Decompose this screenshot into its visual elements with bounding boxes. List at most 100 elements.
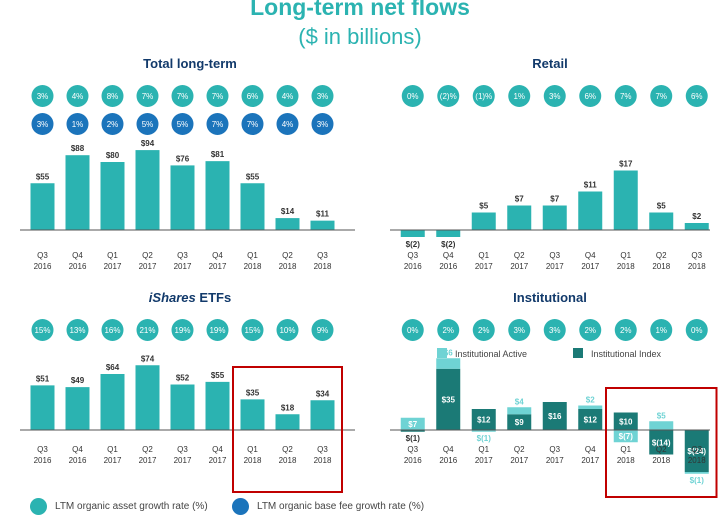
ishares-etfs-asset-bubble xyxy=(311,319,334,341)
retail-asset-bubble-label: (1)% xyxy=(475,92,492,101)
institutional-index-bar xyxy=(613,412,638,430)
institutional-index-bar-label: $9 xyxy=(515,418,524,427)
ishares-etfs-bar-label: $52 xyxy=(176,374,190,383)
ishares-etfs-asset-bubble-label: 10% xyxy=(279,326,295,335)
total-long-term-fee-bubble-label: 5% xyxy=(177,120,189,129)
ishares-etfs-bar-label: $34 xyxy=(316,389,330,398)
retail-x-tick-label: Q4 xyxy=(443,251,454,260)
institutional-index-bar xyxy=(684,430,709,472)
institutional-active-bar-label: $5 xyxy=(657,411,666,420)
total-long-term-x-tick-label: Q1 xyxy=(247,251,258,260)
total-long-term-x-tick-label: Q4 xyxy=(212,251,223,260)
total-long-term-fee-bubble-label: 4% xyxy=(282,120,294,129)
institutional-active-bar xyxy=(649,421,674,430)
total-long-term-bar-label: $14 xyxy=(281,207,295,216)
retail-x-tick-label: 2018 xyxy=(688,262,706,271)
ishares-etfs-x-tick-label: 2018 xyxy=(314,456,332,465)
ishares-etfs-asset-bubble xyxy=(31,319,54,341)
institutional-asset-bubble-label: 1% xyxy=(655,326,667,335)
total-long-term-bar xyxy=(30,183,55,230)
total-long-term-x-tick-label: Q2 xyxy=(282,251,293,260)
ishares-etfs-bar xyxy=(310,400,335,430)
legend-institutional-active-swatch xyxy=(437,348,447,358)
institutional-active-bar xyxy=(436,358,461,369)
institutional-active-bar-label: $(1) xyxy=(477,434,492,443)
total-long-term-asset-bubble-label: 4% xyxy=(282,92,294,101)
institutional-active-bar xyxy=(471,430,496,432)
institutional-asset-bubble-label: 3% xyxy=(513,326,525,335)
ishares-etfs-bar-label: $55 xyxy=(211,371,225,380)
institutional-active-bar xyxy=(613,430,638,443)
ishares-etfs-bar-label: $64 xyxy=(106,363,120,372)
institutional-index-bar-label: $(1) xyxy=(406,434,421,443)
retail-x-tick-label: 2017 xyxy=(581,262,599,271)
total-long-term-x-tick-label: 2017 xyxy=(174,262,192,271)
institutional-asset-bubble xyxy=(401,319,424,341)
total-long-term-fee-bubble xyxy=(206,113,229,135)
institutional-asset-bubble-label: 0% xyxy=(407,326,419,335)
total-long-term-bar-label: $81 xyxy=(211,150,225,159)
total-long-term-bar-label: $76 xyxy=(176,154,190,163)
institutional-active-bar-label: $2 xyxy=(586,396,595,405)
retail-bar xyxy=(649,212,674,230)
total-long-term-x-tick-label: 2018 xyxy=(244,262,262,271)
ishares-etfs-bar xyxy=(30,385,55,430)
retail-asset-bubble xyxy=(650,85,673,107)
institutional-x-tick-label: Q1 xyxy=(478,445,489,454)
ishares-etfs-asset-bubble xyxy=(276,319,299,341)
retail-bar xyxy=(578,191,603,230)
institutional-x-tick-label: 2017 xyxy=(546,456,564,465)
ishares-etfs-bar-label: $18 xyxy=(281,403,295,412)
ishares-etfs-asset-bubble-label: 15% xyxy=(244,326,260,335)
total-long-term-bar-label: $94 xyxy=(141,139,155,148)
ishares-etfs-asset-bubble-label: 16% xyxy=(104,326,120,335)
ishares-etfs-x-tick-label: Q2 xyxy=(282,445,293,454)
institutional-active-bar-label: $6 xyxy=(444,348,453,357)
retail-bar-label: $5 xyxy=(657,202,666,211)
institutional-active-bar xyxy=(507,407,532,415)
institutional-active-bar xyxy=(578,405,603,409)
total-long-term-bar-label: $55 xyxy=(246,172,260,181)
ishares-etfs-asset-bubble xyxy=(206,319,229,341)
ishares-etfs-bar-label: $49 xyxy=(71,376,85,385)
total-long-term-x-tick-label: 2018 xyxy=(279,262,297,271)
ishares-etfs-x-tick-label: 2018 xyxy=(244,456,262,465)
total-long-term-fee-bubble xyxy=(276,113,299,135)
ishares-etfs-asset-bubble-label: 19% xyxy=(209,326,225,335)
total-long-term-bar xyxy=(310,220,335,230)
ishares-etfs-asset-bubble-label: 19% xyxy=(174,326,190,335)
ishares-etfs-x-tick-label: Q4 xyxy=(72,445,83,454)
retail-asset-bubble-label: (2)% xyxy=(440,92,457,101)
institutional-x-tick-label: Q4 xyxy=(585,445,596,454)
total-long-term-fee-bubble-label: 2% xyxy=(107,120,119,129)
retail-asset-bubble xyxy=(508,85,531,107)
ishares-etfs-asset-bubble xyxy=(241,319,264,341)
institutional-x-tick-label: 2017 xyxy=(510,456,528,465)
institutional-index-bar xyxy=(400,430,425,432)
institutional-index-bar-label: $(24) xyxy=(687,447,706,456)
institutional-index-bar-label: $35 xyxy=(442,395,456,404)
ishares-etfs-highlight-box xyxy=(232,366,343,493)
retail-bar xyxy=(436,230,461,237)
retail-bar xyxy=(400,230,425,237)
legend-organic-asset: LTM organic asset growth rate (%) xyxy=(30,497,208,515)
retail-asset-bubble xyxy=(401,85,424,107)
total-long-term-fee-bubble-label: 3% xyxy=(37,120,49,129)
total-long-term-bar xyxy=(205,161,230,230)
retail-asset-bubble xyxy=(614,85,637,107)
total-long-term-fee-bubble xyxy=(241,113,264,135)
retail-x-tick-label: Q3 xyxy=(691,251,702,260)
institutional-x-tick-label: 2018 xyxy=(688,456,706,465)
retail-x-tick-label: 2017 xyxy=(546,262,564,271)
total-long-term-asset-bubble xyxy=(66,85,89,107)
institutional-index-bar xyxy=(649,430,674,455)
total-long-term-bar xyxy=(135,150,160,230)
legend-institutional-active-label: Institutional Active xyxy=(455,349,527,359)
retail-bar-label: $(2) xyxy=(406,240,421,249)
ishares-etfs-x-tick-label: 2017 xyxy=(174,456,192,465)
institutional-highlight-box xyxy=(605,387,718,498)
retail-bar-label: $(2) xyxy=(441,240,456,249)
ishares-etfs-bar xyxy=(240,399,265,430)
total-long-term-asset-bubble xyxy=(101,85,124,107)
